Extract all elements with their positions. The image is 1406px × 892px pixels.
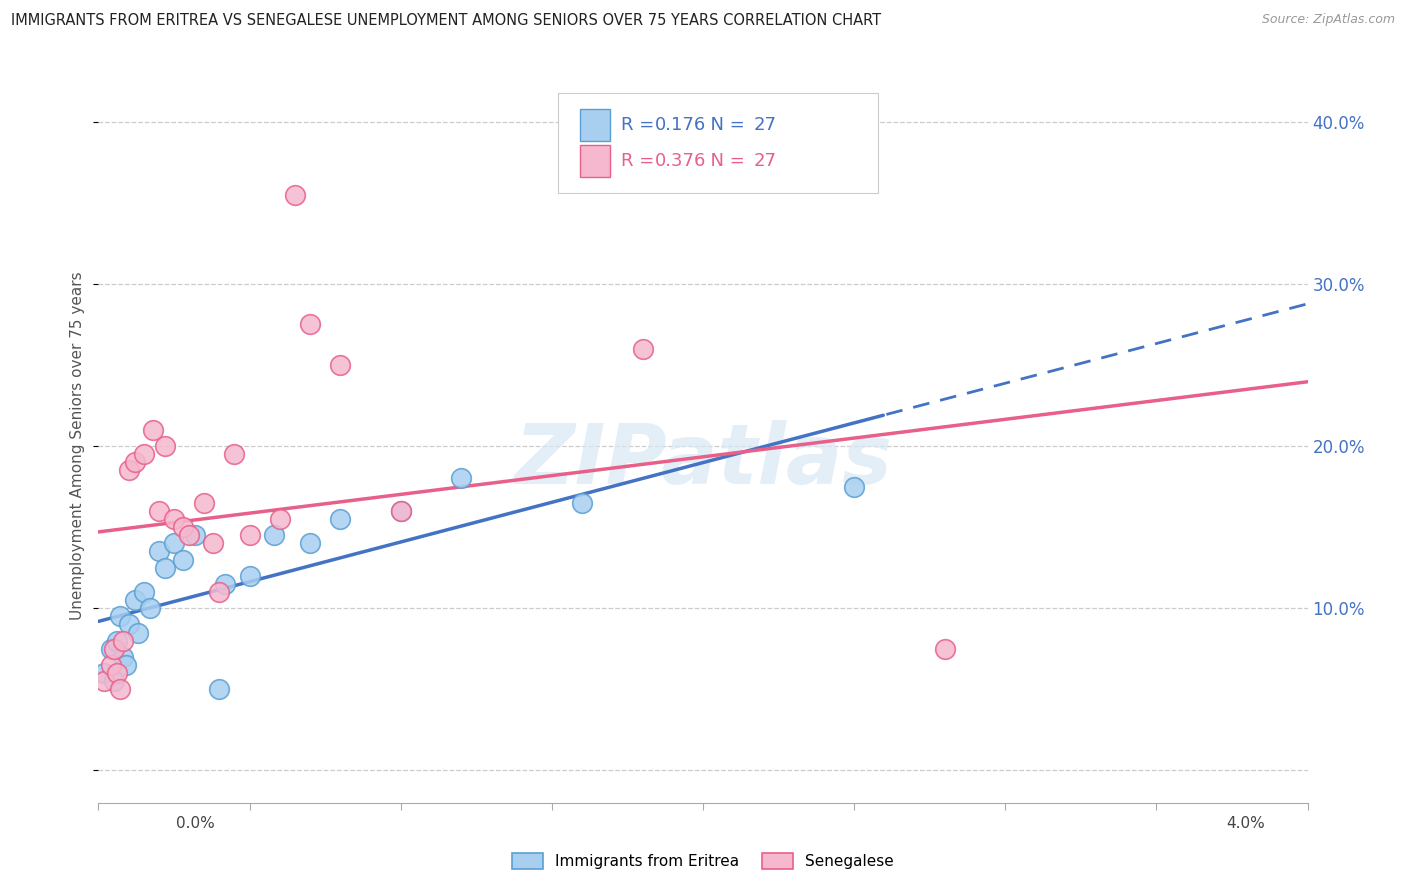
Point [127,625,149,640]
Point [163,536,186,550]
Point [179,528,201,542]
Point [934,641,956,656]
Point [100,641,122,656]
Point [208,682,231,697]
FancyBboxPatch shape [558,93,879,193]
Point [148,504,170,518]
Point [100,657,122,672]
Text: 27: 27 [754,116,776,134]
Point [163,512,186,526]
Point [299,536,322,550]
Point [148,544,170,558]
Point [450,471,472,485]
Point [172,552,194,566]
Point [269,512,291,526]
Point [114,657,136,672]
Text: R =: R = [621,152,659,169]
Point [172,520,194,534]
Point [108,609,131,624]
Text: N =: N = [699,116,751,134]
Point [108,682,131,697]
Text: N =: N = [699,152,751,169]
Point [103,641,125,656]
FancyBboxPatch shape [579,145,610,177]
Point [193,496,215,510]
Point [111,633,134,648]
Point [224,447,246,461]
Point [208,585,231,599]
Point [124,593,146,607]
Point [103,674,125,689]
Point [631,342,654,356]
Point [105,666,128,681]
Point [389,504,412,518]
Text: 0.0%: 0.0% [176,816,215,831]
Point [329,358,352,372]
Point [299,318,322,332]
Text: Source: ZipAtlas.com: Source: ZipAtlas.com [1261,13,1395,27]
Text: R =: R = [621,116,659,134]
Text: 4.0%: 4.0% [1226,816,1265,831]
Point [329,512,352,526]
Point [118,617,141,632]
Text: 0.176: 0.176 [655,116,706,134]
Text: 0.376: 0.376 [655,152,706,169]
Point [263,528,285,542]
Point [153,439,176,453]
Point [202,536,225,550]
Point [844,479,866,493]
Point [111,649,134,664]
Text: IMMIGRANTS FROM ERITREA VS SENEGALESE UNEMPLOYMENT AMONG SENIORS OVER 75 YEARS C: IMMIGRANTS FROM ERITREA VS SENEGALESE UN… [11,13,882,29]
Point [105,633,128,648]
Point [214,577,236,591]
Point [389,504,412,518]
FancyBboxPatch shape [579,109,610,141]
Point [184,528,207,542]
Point [93,666,115,681]
Point [571,496,593,510]
Text: 27: 27 [754,152,776,169]
Point [239,568,262,582]
Point [139,601,162,615]
Point [239,528,262,542]
Point [132,585,155,599]
Legend: Immigrants from Eritrea, Senegalese: Immigrants from Eritrea, Senegalese [506,847,900,875]
Text: ZIPatlas: ZIPatlas [515,420,891,500]
Point [118,463,141,477]
Point [142,423,165,437]
Point [153,560,176,574]
Point [93,674,115,689]
Y-axis label: Unemployment Among Seniors over 75 years: Unemployment Among Seniors over 75 years [70,272,86,620]
Point [284,187,307,202]
Point [124,455,146,469]
Point [132,447,155,461]
